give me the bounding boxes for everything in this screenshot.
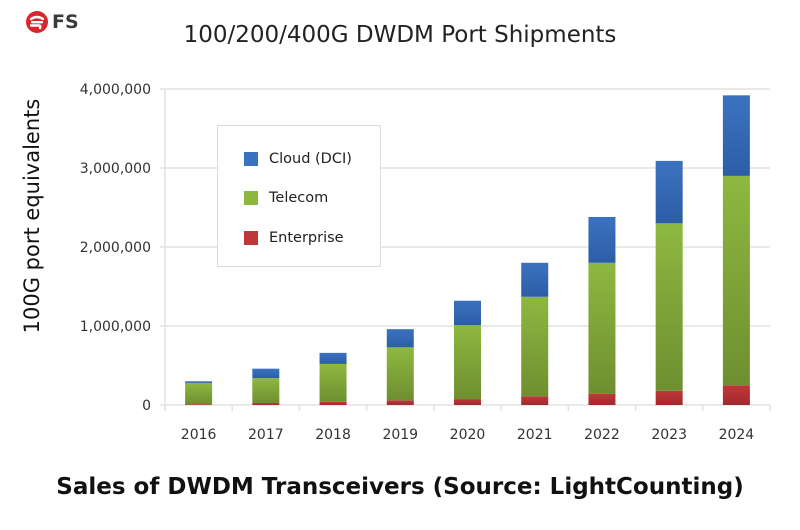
bar-cloud-dci-2020 (454, 300, 481, 326)
x-tick-label: 2024 (719, 427, 755, 443)
legend-label-enterprise: Enterprise (269, 230, 344, 246)
y-tick-label: 3,000,000 (80, 161, 151, 177)
legend-swatch-enterprise (244, 231, 258, 245)
bar-enterprise-2017 (252, 403, 280, 405)
chart-title-text: 100/200/400G DWDM Port Shipments (183, 22, 617, 48)
legend-item-cloud: Cloud (DCI) (244, 151, 352, 167)
x-tick-label: 2019 (382, 427, 418, 443)
x-tick-label: 2016 (181, 427, 217, 443)
bar-cloud-dci-2022 (588, 216, 616, 263)
legend-swatch-telecom (244, 191, 258, 205)
bar-telecom-2016 (185, 382, 213, 405)
legend: Cloud (DCI) Telecom Enterprise (217, 125, 381, 267)
bar-enterprise-2021 (521, 396, 549, 405)
bar-enterprise-2018 (319, 401, 347, 405)
chart-title: 100/200/400G DWDM Port Shipments (0, 22, 800, 48)
x-tick-label: 2023 (651, 427, 687, 443)
fs-logo-icon (26, 11, 48, 33)
bar-enterprise-2019 (386, 400, 414, 405)
bar-enterprise-2024 (722, 385, 750, 405)
y-tick-label: 2,000,000 (80, 240, 151, 256)
y-tick-label: 1,000,000 (80, 319, 151, 335)
bar-cloud-dci-2024 (722, 95, 750, 176)
bar-cloud-dci-2016 (185, 381, 213, 383)
legend-swatch-cloud (244, 152, 258, 166)
bar-cloud-dci-2023 (655, 160, 683, 224)
bar-telecom-2019 (386, 347, 414, 401)
bar-telecom-2018 (319, 363, 347, 402)
x-tick-label: 2018 (315, 427, 351, 443)
y-tick-label: 4,000,000 (80, 82, 151, 98)
bar-enterprise-2022 (588, 393, 616, 405)
x-tick-label: 2022 (584, 427, 620, 443)
legend-item-telecom: Telecom (244, 190, 328, 206)
bar-enterprise-2016 (185, 404, 213, 405)
legend-label-telecom: Telecom (269, 190, 329, 206)
bar-enterprise-2023 (655, 390, 683, 405)
x-tick-label: 2021 (517, 427, 553, 443)
x-tick-label: 2017 (248, 427, 284, 443)
bar-cloud-dci-2019 (386, 329, 414, 348)
bar-cloud-dci-2017 (252, 368, 280, 379)
logo-text: FS (52, 11, 79, 33)
fs-logo: FS (26, 11, 79, 33)
bar-cloud-dci-2021 (521, 262, 549, 297)
bar-telecom-2022 (588, 262, 616, 394)
chart-plot: 0 1,000,000 2,000,000 3,000,000 4,000,000 201… (80, 82, 771, 443)
bar-telecom-2023 (655, 223, 683, 391)
bar-telecom-2017 (252, 378, 280, 404)
bar-telecom-2024 (722, 175, 750, 386)
bar-telecom-2020 (454, 325, 481, 400)
legend-label-cloud: Cloud (DCI) (269, 151, 352, 167)
bar-cloud-dci-2018 (319, 352, 347, 364)
y-tick-label: 0 (142, 398, 151, 414)
bar-telecom-2021 (521, 296, 549, 397)
legend-item-enterprise: Enterprise (244, 230, 344, 246)
x-tick-label: 2020 (450, 427, 486, 443)
chart-caption: Sales of DWDM Transceivers (Source: Ligh… (56, 474, 744, 500)
bar-enterprise-2020 (454, 399, 481, 405)
